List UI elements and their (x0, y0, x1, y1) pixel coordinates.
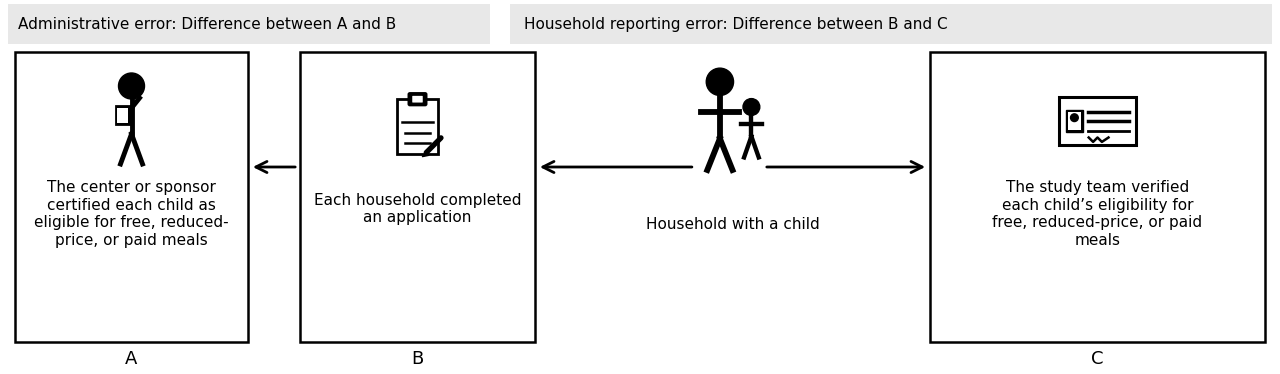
Text: C: C (1092, 350, 1103, 368)
Bar (115, 106, 129, 124)
Text: B: B (411, 350, 424, 368)
Text: Each household completed
an application: Each household completed an application (314, 193, 521, 225)
Circle shape (707, 68, 733, 95)
FancyBboxPatch shape (412, 96, 422, 102)
Circle shape (742, 99, 760, 116)
Bar (15, 52, 248, 342)
Bar (1068, 112, 1082, 130)
Circle shape (119, 73, 145, 99)
Text: Administrative error: Difference between A and B: Administrative error: Difference between… (18, 16, 397, 31)
FancyBboxPatch shape (408, 94, 426, 105)
Text: Household reporting error: Difference between B and C: Household reporting error: Difference be… (524, 16, 947, 31)
Text: Household with a child: Household with a child (645, 217, 819, 232)
Bar (8, 4, 490, 44)
Bar (931, 52, 1265, 342)
Bar (116, 107, 128, 123)
Bar (1065, 110, 1083, 132)
Polygon shape (422, 153, 429, 157)
Bar (300, 52, 535, 342)
Text: A: A (125, 350, 138, 368)
Text: The center or sponsor
certified each child as
eligible for free, reduced-
price,: The center or sponsor certified each chi… (35, 180, 229, 248)
Bar (397, 99, 438, 154)
Text: The study team verified
each child’s eligibility for
free, reduced-price, or pai: The study team verified each child’s eli… (992, 180, 1203, 248)
Circle shape (1070, 114, 1078, 122)
Bar (509, 4, 1272, 44)
Bar (1059, 97, 1137, 145)
